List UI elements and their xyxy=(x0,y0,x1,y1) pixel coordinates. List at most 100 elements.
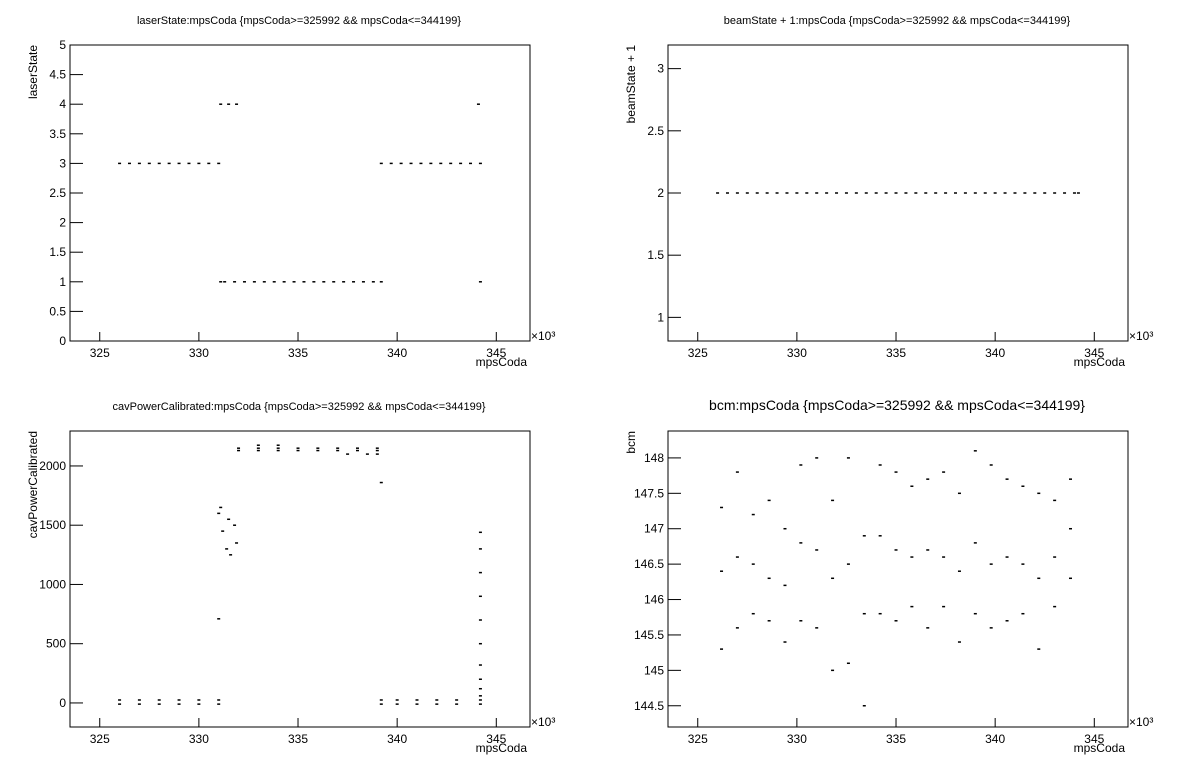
y-tick-label: 146 xyxy=(644,593,664,607)
data-point xyxy=(147,162,151,165)
data-point xyxy=(716,192,720,194)
data-point xyxy=(1003,192,1007,194)
data-point xyxy=(262,281,266,283)
data-point xyxy=(735,471,739,473)
y-tick-label: 3 xyxy=(59,156,66,170)
x-tick-label: 335 xyxy=(886,732,906,746)
data-point xyxy=(957,641,961,643)
data-point xyxy=(233,281,237,283)
data-point xyxy=(217,703,221,705)
data-point xyxy=(137,699,141,701)
data-point xyxy=(336,447,340,449)
data-point xyxy=(217,699,221,701)
data-point xyxy=(235,103,239,105)
data-point xyxy=(478,619,482,621)
data-point xyxy=(157,699,161,701)
data-point xyxy=(993,192,997,194)
x-tick-label: 325 xyxy=(90,346,110,360)
data-point xyxy=(835,192,839,194)
data-point xyxy=(973,192,977,194)
data-point xyxy=(957,492,961,495)
data-point xyxy=(745,192,749,194)
x-tick-label: 345 xyxy=(486,732,506,746)
data-point xyxy=(375,447,379,449)
data-point xyxy=(439,162,443,165)
y-tick-label: 146.5 xyxy=(634,557,664,571)
y-tick-label: 3.5 xyxy=(49,127,66,141)
data-point xyxy=(942,556,946,558)
x-axis-label: mpsCoda xyxy=(476,355,528,369)
x-multiplier: ×10³ xyxy=(531,329,555,343)
y-tick-label: 147.5 xyxy=(634,486,664,500)
x-tick-label: 340 xyxy=(985,732,1005,746)
data-point xyxy=(989,563,993,565)
data-point xyxy=(478,531,482,534)
data-point xyxy=(910,485,914,487)
data-point xyxy=(217,512,221,515)
data-point xyxy=(322,281,326,283)
data-point xyxy=(217,162,221,165)
data-point xyxy=(831,499,835,502)
data-point xyxy=(197,162,201,165)
pad: cavPowerCalibrated:mpsCoda {mpsCoda>=325… xyxy=(26,401,555,755)
data-point xyxy=(751,612,755,615)
data-point xyxy=(1069,478,1072,480)
y-tick-label: 1 xyxy=(59,275,66,289)
data-point xyxy=(217,618,221,620)
data-point xyxy=(720,648,724,650)
data-point xyxy=(167,162,171,165)
data-point xyxy=(256,444,260,446)
data-point xyxy=(379,699,383,701)
data-point xyxy=(1005,478,1009,480)
chart-title: laserState:mpsCoda {mpsCoda>=325992 && m… xyxy=(137,15,461,27)
x-tick-label: 340 xyxy=(387,732,407,746)
data-point xyxy=(973,450,977,452)
data-point xyxy=(1069,577,1072,580)
data-point xyxy=(846,457,850,459)
x-tick-label: 340 xyxy=(985,346,1005,360)
data-point xyxy=(1053,499,1057,502)
x-axis-label: mpsCoda xyxy=(476,741,528,755)
data-point xyxy=(379,162,383,165)
x-tick-label: 335 xyxy=(288,732,308,746)
data-point xyxy=(1069,527,1072,530)
data-point xyxy=(118,699,122,701)
data-point xyxy=(118,162,122,165)
y-tick-label: 1000 xyxy=(39,577,66,591)
data-point xyxy=(478,678,482,680)
data-point xyxy=(795,192,799,194)
data-point xyxy=(1043,192,1047,194)
data-point xyxy=(389,162,393,165)
data-point xyxy=(805,192,809,194)
data-point xyxy=(914,192,918,194)
data-point xyxy=(1005,620,1009,622)
data-point xyxy=(799,542,803,544)
data-point xyxy=(1013,192,1017,194)
data-point xyxy=(1053,556,1057,558)
data-point xyxy=(219,281,223,283)
data-point xyxy=(478,699,482,701)
x-tick-label: 330 xyxy=(189,346,209,360)
data-point xyxy=(973,542,977,544)
data-point xyxy=(237,447,241,449)
data-point xyxy=(375,449,379,452)
y-tick-label: 4 xyxy=(59,97,66,111)
x-tick-label: 345 xyxy=(1084,732,1104,746)
data-point xyxy=(755,192,759,194)
data-point xyxy=(775,192,779,194)
data-point xyxy=(316,447,320,449)
data-point xyxy=(137,162,141,165)
y-tick-label: 145 xyxy=(644,663,664,677)
data-point xyxy=(375,453,379,455)
data-point xyxy=(478,664,482,666)
data-point xyxy=(862,535,866,537)
y-tick-label: 0 xyxy=(59,334,66,348)
data-point xyxy=(235,542,239,544)
data-point xyxy=(336,449,340,452)
data-point xyxy=(767,577,771,580)
data-point xyxy=(478,703,482,705)
data-point xyxy=(242,281,246,283)
data-point xyxy=(227,103,231,105)
data-point xyxy=(276,449,280,452)
